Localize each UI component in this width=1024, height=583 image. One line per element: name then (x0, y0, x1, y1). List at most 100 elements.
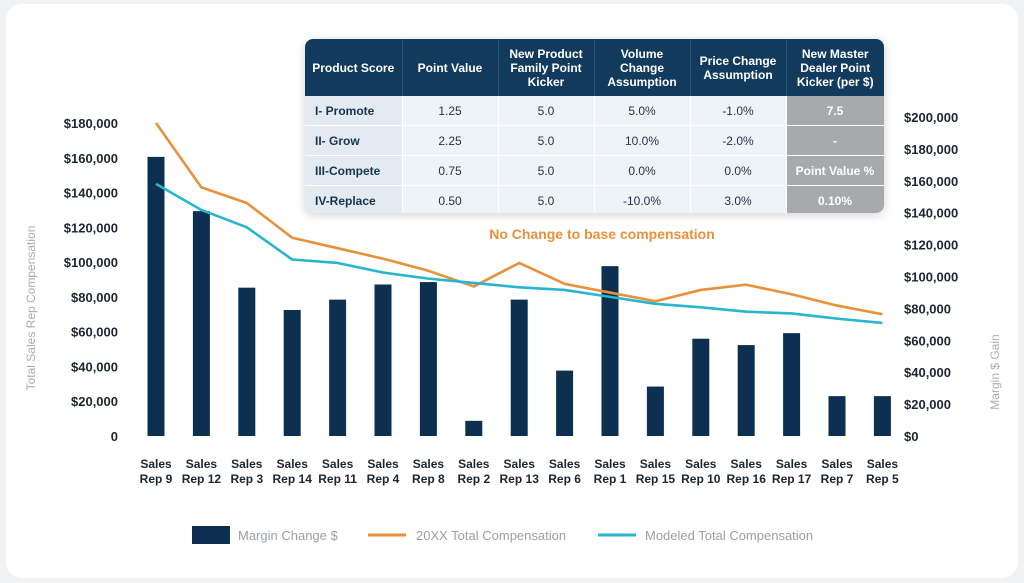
legend-label: 20XX Total Compensation (416, 528, 566, 543)
left-tick-label: $180,000 (64, 116, 118, 131)
bar (147, 156, 165, 436)
category-label: Sales Rep 13 (500, 457, 540, 486)
left-tick-label: 0 (111, 429, 118, 444)
left-axis-title: Total Sales Rep Compensation (24, 226, 38, 391)
table-cell: 2.25 (402, 125, 499, 156)
category-label: Sales Rep 8 (412, 457, 445, 486)
table-header-row: Product Score Point Value New Product Fa… (305, 39, 884, 96)
category-label: Sales Rep 14 (273, 457, 313, 486)
table-cell: 0.75 (402, 155, 499, 186)
category-label: Sales Rep 4 (367, 457, 400, 486)
table-row: III-Compete 0.75 5.0 0.0% 0.0% Point Val… (305, 155, 884, 186)
category-label: Sales Rep 3 (230, 457, 263, 486)
table-row: IV-Replace 0.50 5.0 -10.0% 3.0% 0.10% (305, 185, 884, 213)
category-label: Sales Rep 11 (318, 457, 357, 486)
right-tick-label: $200,000 (904, 110, 958, 125)
table-cell: -10.0% (594, 185, 691, 213)
table-cell: 5.0 (498, 185, 595, 213)
bar-series (147, 156, 891, 436)
category-label: Sales Rep 5 (866, 457, 899, 486)
right-axis-title: Margin $ Gain (988, 334, 1002, 409)
table-row: II- Grow 2.25 5.0 10.0% -2.0% - (305, 125, 884, 156)
right-tick-label: $140,000 (904, 206, 958, 221)
legend-label: Modeled Total Compensation (645, 528, 813, 543)
legend-label: Margin Change $ (238, 528, 338, 543)
table-cell: IV-Replace (305, 185, 403, 213)
assumptions-table: Product Score Point Value New Product Fa… (305, 39, 884, 213)
table-cell: -2.0% (690, 125, 787, 156)
table-cell: 0.0% (690, 155, 787, 186)
legend: Margin Change $ 20XX Total Compensation Mo… (192, 526, 813, 544)
bar (192, 211, 210, 436)
category-label: Sales Rep 9 (140, 457, 173, 486)
right-tick-label: $60,000 (904, 333, 951, 348)
table-header: New Product Family Point Kicker (498, 39, 595, 96)
bar (873, 396, 891, 436)
right-tick-label: $20,000 (904, 397, 951, 412)
bar (283, 309, 301, 436)
left-tick-label: $20,000 (71, 394, 118, 409)
table-cell: 1.25 (402, 96, 499, 126)
right-tick-label: $100,000 (904, 270, 958, 285)
bar (601, 266, 619, 436)
left-tick-label: $160,000 (64, 151, 118, 166)
category-label: Sales Rep 12 (182, 457, 222, 486)
bar (465, 420, 483, 436)
bar (737, 345, 755, 436)
table-header: Point Value (402, 39, 499, 96)
category-label: Sales Rep 16 (727, 457, 767, 486)
table-cell: - (786, 125, 884, 156)
category-axis: Sales Rep 9 Sales Rep 12 Sales Rep 3 Sales Rep … (140, 457, 899, 486)
table-header: Volume Change Assumption (594, 39, 691, 96)
left-tick-label: $100,000 (64, 255, 118, 270)
bar (510, 299, 528, 436)
bar (828, 396, 846, 436)
left-tick-label: $140,000 (64, 186, 118, 201)
right-tick-label: $40,000 (904, 365, 951, 380)
table-header: Product Score (305, 39, 403, 96)
table-cell: 0.10% (786, 185, 884, 213)
table-cell: 5.0 (498, 96, 595, 126)
table-header: New Master Dealer Point Kicker (per $) (786, 39, 884, 96)
table-cell: Point Value % (786, 155, 884, 186)
bar (783, 333, 801, 436)
right-tick-label: $160,000 (904, 174, 958, 189)
table-cell: 7.5 (786, 96, 884, 126)
category-label: Sales Rep 7 (821, 457, 854, 486)
table-cell: I- Promote (305, 96, 403, 126)
series-line (155, 182, 883, 325)
table-cell: II- Grow (305, 125, 403, 156)
right-tick-label: $0 (904, 429, 918, 444)
left-tick-label: $80,000 (71, 290, 118, 305)
table-cell: 0.0% (594, 155, 691, 186)
table-cell: 5.0 (498, 155, 595, 186)
left-tick-label: $60,000 (71, 325, 118, 340)
category-label: Sales Rep 17 (772, 457, 812, 486)
annotation-text: No Change to base compensation (489, 226, 715, 242)
table-cell: III-Compete (305, 155, 403, 186)
table-header: Price Change Assumption (690, 39, 787, 96)
left-tick-label: $40,000 (71, 359, 118, 374)
category-label: Sales Rep 6 (548, 457, 581, 486)
table-cell: 0.50 (402, 185, 499, 213)
table-cell: -1.0% (690, 96, 787, 126)
category-label: Sales Rep 10 (681, 457, 721, 486)
table-cell: 5.0% (594, 96, 691, 126)
right-tick-label: $120,000 (904, 238, 958, 253)
table-row: I- Promote 1.25 5.0 5.0% -1.0% 7.5 (305, 96, 884, 126)
bar (646, 386, 664, 436)
category-label: Sales Rep 1 (594, 457, 627, 486)
bar (238, 287, 256, 436)
left-axis: 0 $20,000 $40,000 $60,000 $80,000 $100,000 $12… (64, 116, 118, 444)
table-cell: 3.0% (690, 185, 787, 213)
table-cell: 10.0% (594, 125, 691, 156)
bar (419, 282, 437, 436)
right-axis: $0 $20,000 $40,000 $60,000 $80,000 $100,000 $1… (904, 110, 958, 444)
bar (556, 370, 574, 436)
bar (374, 284, 392, 436)
line-series (154, 122, 883, 325)
series-line (154, 122, 883, 316)
right-tick-label: $80,000 (904, 301, 951, 316)
legend-swatch (192, 526, 230, 544)
